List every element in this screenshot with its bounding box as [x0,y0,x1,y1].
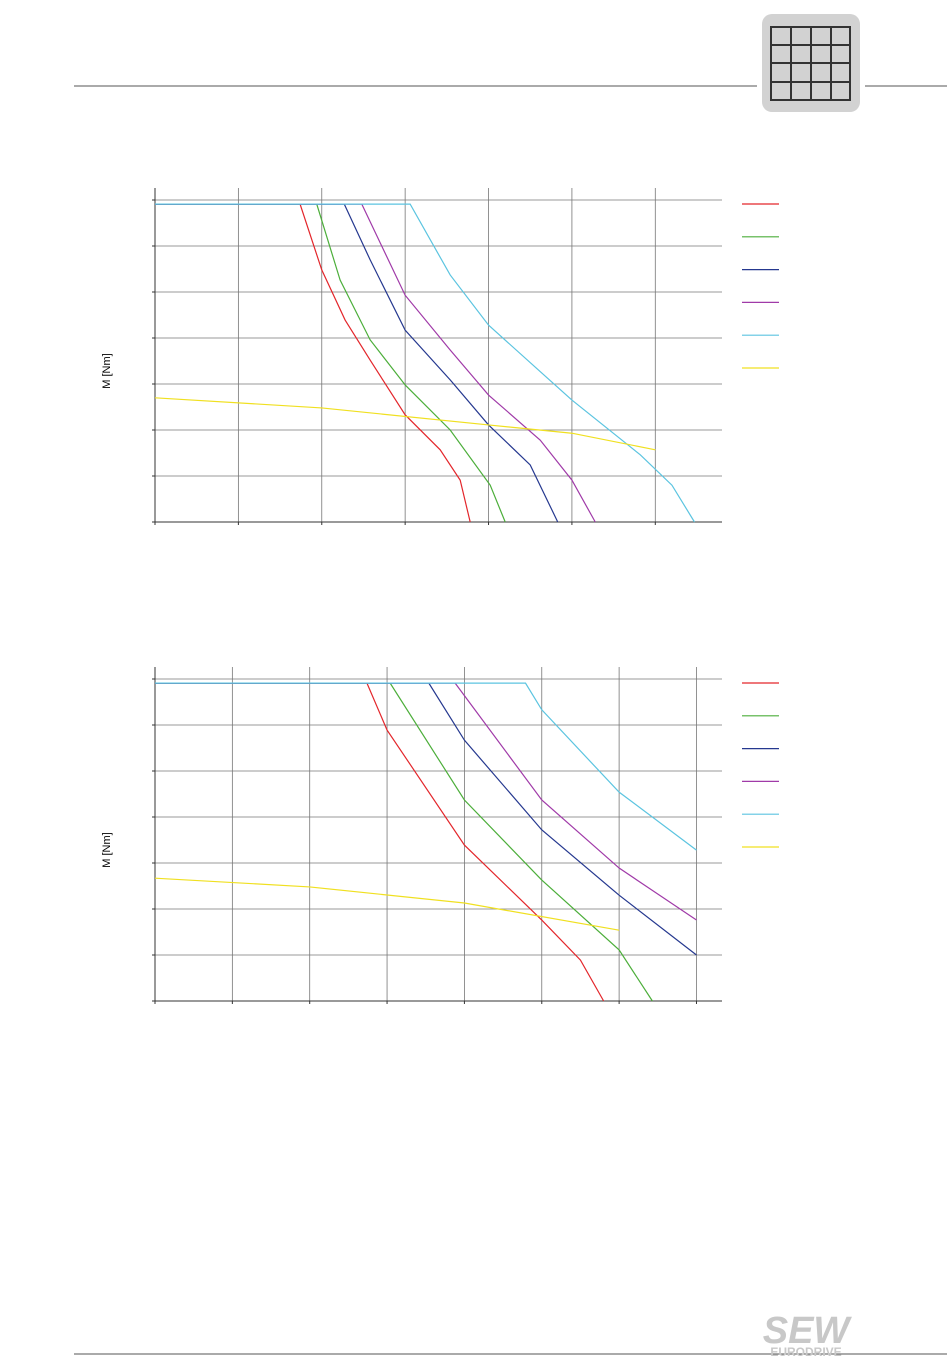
curve [155,203,506,523]
y-axis-label: M [Nm] [101,832,113,867]
curve [155,682,653,1002]
logo: SEW [763,1310,853,1352]
curve [155,203,695,523]
logo-subtext: EURODRIVE [770,1345,841,1359]
curve [155,682,697,921]
curve [155,203,596,523]
curve [154,877,620,931]
y-axis-label: M [Nm] [101,353,113,388]
curve [155,203,559,523]
curve [155,682,697,851]
curve [154,397,656,451]
curve [155,203,471,523]
section-icon [762,14,860,112]
curve [155,682,697,956]
curve [155,682,605,1002]
